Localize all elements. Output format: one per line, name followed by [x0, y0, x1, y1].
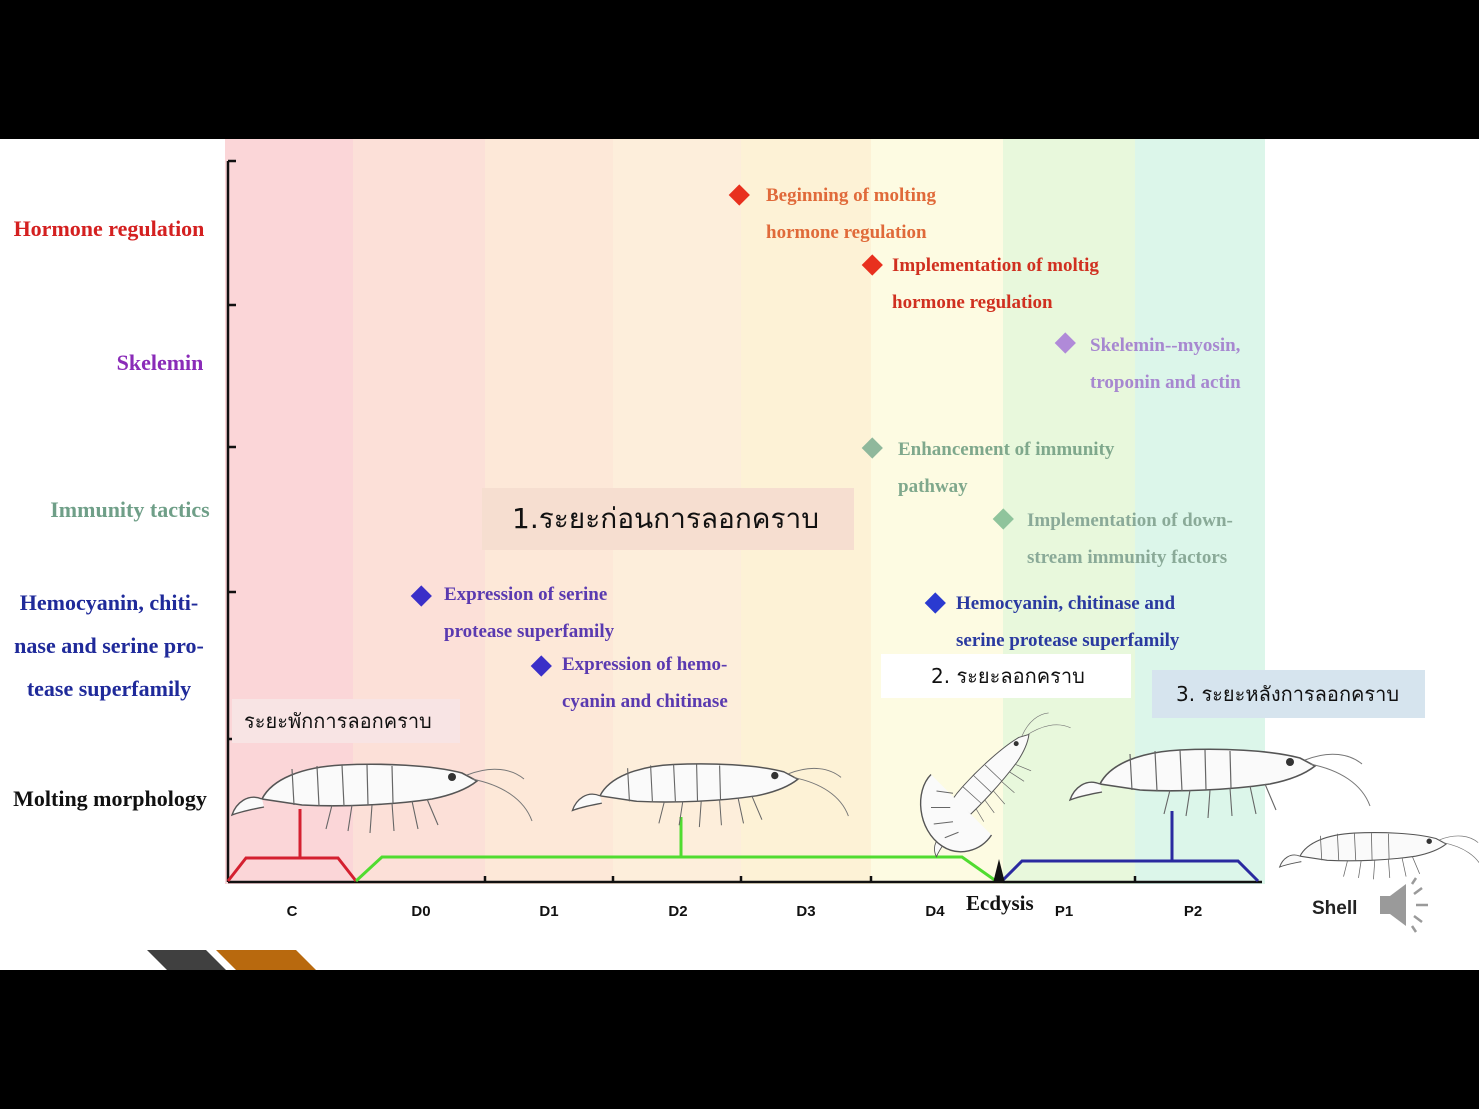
- ecdysis-arrow: [993, 859, 1005, 883]
- event-text-line: stream immunity factors: [1027, 547, 1228, 568]
- stage-label-p1: P1: [1054, 903, 1074, 920]
- slide-decoration-dark: [147, 950, 226, 970]
- ecdysis-label: Ecdysis: [966, 891, 1034, 915]
- postmolt-bracket: [1000, 811, 1260, 883]
- event-text-line: Implementation of moltig: [892, 255, 1099, 276]
- event-text-line: hormone regulation: [892, 292, 1053, 313]
- event-text-line: troponin and actin: [1090, 372, 1241, 393]
- shell-label: Shell: [1312, 898, 1358, 919]
- intermolt-phase-text: ระยะพักการลอกคราบ: [244, 709, 432, 733]
- band-d0: [353, 139, 485, 884]
- band-c: [225, 139, 353, 884]
- event-enhancement-immunity: Enhancement of immunity pathway: [898, 431, 1114, 505]
- row-label-skelemin: Skelemin: [90, 341, 230, 384]
- postmolt-phase-text: 3. ระยะหลังการลอกคราบ: [1176, 682, 1400, 706]
- row-label-morphology-text: Molting morphology: [13, 786, 207, 811]
- row-label-hormone: Hormone regulation: [2, 207, 216, 250]
- row-label-morphology: Molting morphology: [2, 777, 218, 820]
- event-downstream-immunity: Implementation of down- stream immunity …: [1027, 502, 1233, 576]
- ecdysis-phase-text: 2. ระยะลอกคราบ: [931, 664, 1085, 688]
- row-label-hemocyanin: Hemocyanin, chiti- nase and serine pro- …: [0, 581, 218, 710]
- speaker-icon: [1380, 877, 1428, 933]
- premolt-phase-text: 1.ระยะก่อนการลอกคราบ: [512, 502, 820, 535]
- band-d4: [871, 139, 1003, 884]
- event-skelemin-myosin: Skelemin--myosin, troponin and actin: [1090, 327, 1241, 401]
- premolt-phase-label: 1.ระยะก่อนการลอกคราบ: [482, 488, 854, 550]
- event-text-line: Implementation of down-: [1027, 510, 1233, 531]
- event-beginning-molting: Beginning of molting hormone regulation: [766, 177, 936, 251]
- event-text-line: Enhancement of immunity: [898, 439, 1115, 460]
- stage-label-d0: D0: [411, 903, 431, 920]
- shrimp-ecdysis-curled-illustration: [919, 774, 993, 853]
- row-label-immunity: Immunity tactics: [40, 488, 220, 531]
- stage-label-d3: D3: [796, 903, 816, 920]
- event-text-line: protease superfamily: [444, 621, 615, 642]
- band-p1: [1003, 139, 1135, 884]
- event-text-line: pathway: [898, 476, 968, 497]
- intermolt-bracket: [226, 809, 358, 882]
- stage-label-d4: D4: [925, 903, 945, 920]
- row-label-skelemin-text: Skelemin: [116, 350, 204, 375]
- event-hemocyanin-serine: Hemocyanin, chitinase and serine proteas…: [956, 585, 1179, 659]
- event-text-line: Expression of hemo-: [562, 654, 728, 675]
- event-text-line: serine protease superfamily: [956, 630, 1180, 651]
- intermolt-phase-label: ระยะพักการลอกคราบ: [232, 699, 460, 743]
- marker-serine-protease: [410, 585, 432, 607]
- event-text-line: Skelemin--myosin,: [1090, 335, 1241, 356]
- slide: Hormone regulation Skelemin Immunity tac…: [0, 139, 1479, 970]
- event-implementation-moltig: Implementation of moltig hormone regulat…: [892, 247, 1099, 321]
- row-label-hemocyanin-line-1: Hemocyanin, chiti-: [19, 590, 199, 615]
- stage-label-c: C: [286, 903, 298, 920]
- event-serine-protease: Expression of serine protease superfamil…: [444, 576, 614, 650]
- marker-skelemin-myosin: [1054, 332, 1076, 354]
- event-text-line: Beginning of molting: [766, 185, 936, 206]
- stage-label-p2: P2: [1183, 903, 1203, 920]
- row-label-hemocyanin-line-2: nase and serine pro-: [14, 633, 204, 658]
- event-text-line: cyanin and chitinase: [562, 691, 728, 712]
- postmolt-phase-label: 3. ระยะหลังการลอกคราบ: [1152, 670, 1425, 718]
- stage-label-d2: D2: [668, 903, 688, 920]
- slide-decoration-orange: [216, 950, 316, 970]
- shrimp-shell-illustration: [1279, 832, 1479, 880]
- event-text-line: hormone regulation: [766, 222, 927, 243]
- marker-hemocyanin-serine: [924, 592, 946, 614]
- diagram-canvas: [147, 139, 1479, 970]
- event-text-line: Hemocyanin, chitinase and: [956, 593, 1176, 614]
- row-label-hemocyanin-line-3: tease superfamily: [26, 676, 192, 701]
- marker-hemocyanin-chitinase: [530, 655, 552, 677]
- row-label-hormone-text: Hormone regulation: [13, 216, 205, 241]
- row-label-immunity-text: Immunity tactics: [50, 497, 210, 522]
- premolt-bracket: [354, 817, 997, 883]
- marker-downstream-immunity: [992, 508, 1014, 530]
- event-text-line: Expression of serine: [444, 584, 608, 605]
- stage-label-d1: D1: [539, 903, 559, 920]
- ecdysis-phase-label: 2. ระยะลอกคราบ: [881, 654, 1131, 698]
- event-hemocyanin-chitinase: Expression of hemo- cyanin and chitinase: [562, 646, 728, 720]
- x-axis: [228, 876, 1262, 884]
